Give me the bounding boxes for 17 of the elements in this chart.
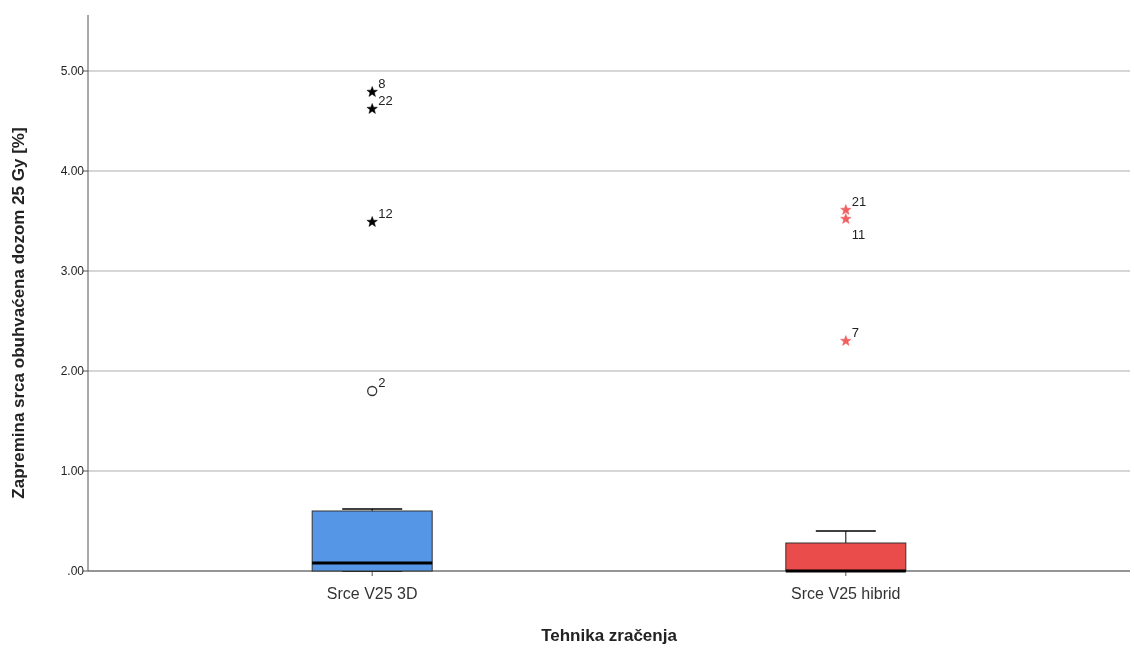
y-tick-label: 1.00 bbox=[60, 464, 85, 479]
annotation: 2 bbox=[378, 375, 386, 390]
y-tick-label: 3.00 bbox=[60, 264, 85, 279]
x-tick-label: Srce V25 hibrid bbox=[791, 585, 901, 602]
y-tick-label: 4.00 bbox=[60, 164, 85, 179]
y-tick-label: 2.00 bbox=[60, 364, 85, 379]
annotation: 22 bbox=[378, 93, 393, 108]
y-tick-label: .00 bbox=[67, 564, 85, 579]
annotation: 11 bbox=[851, 227, 866, 242]
annotation: 21 bbox=[851, 194, 867, 209]
x-axis-title: Tehnika zračenja bbox=[541, 626, 678, 645]
y-axis-title: Zapremina srca obuhvaćena dozom 25 Gy [%] bbox=[9, 127, 28, 499]
x-tick-label: Srce V25 3D bbox=[326, 585, 418, 602]
annotation: 12 bbox=[378, 206, 393, 221]
annotation: 7 bbox=[851, 325, 860, 340]
y-tick-label: 5.00 bbox=[60, 64, 85, 79]
annotation: 8 bbox=[378, 76, 386, 91]
